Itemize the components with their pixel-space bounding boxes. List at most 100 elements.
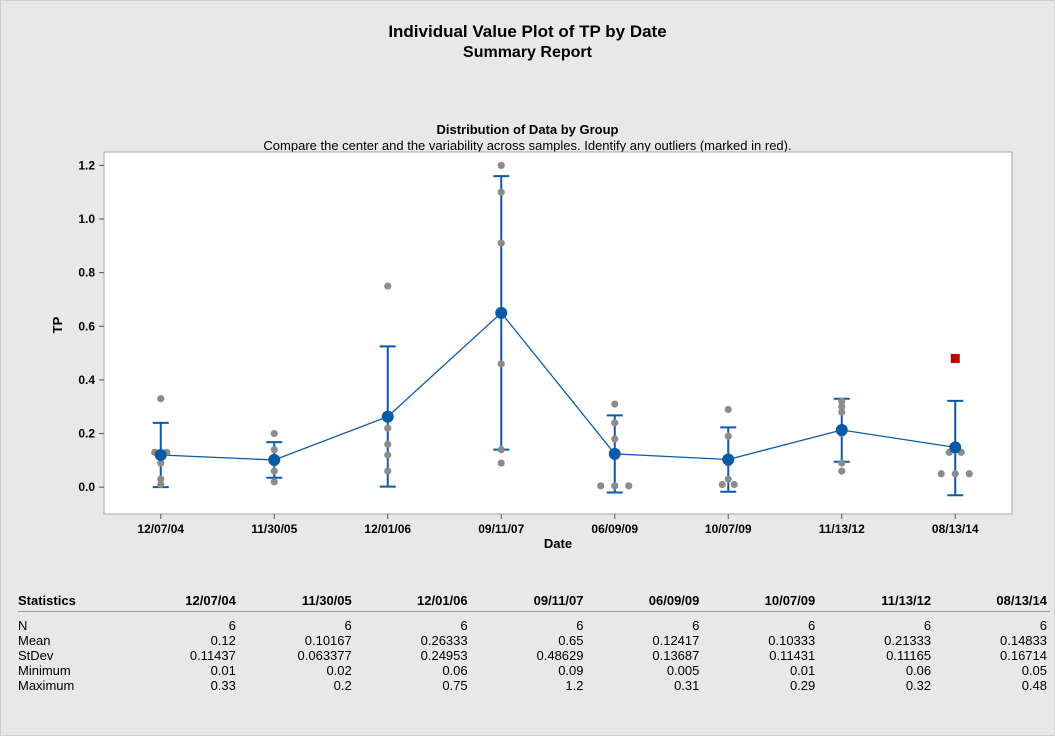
report-title: Individual Value Plot of TP by Date [388, 22, 667, 41]
data-point [951, 470, 959, 478]
table-cell: 0.11165 [886, 648, 932, 663]
column-header: 08/13/14 [934, 591, 1050, 612]
statistics-table: Statistics 12/07/04 11/30/05 12/01/06 09… [18, 591, 1050, 693]
y-tick-label: 0.0 [78, 480, 95, 494]
table-cell: 0.02 [326, 663, 352, 678]
y-tick-label: 1.0 [78, 212, 95, 226]
data-point [611, 400, 619, 408]
mean-connect-line [160, 311, 956, 461]
panel-heading: Distribution of Data by Group [436, 122, 619, 137]
table-cell: 0.05 [1021, 663, 1047, 678]
data-point [384, 424, 392, 432]
table-cell: 6 [576, 618, 584, 633]
table-cell: 0.14833 [1000, 633, 1047, 648]
table-cell: 1.2 [565, 678, 584, 693]
data-point [724, 432, 732, 440]
data-point [384, 282, 392, 290]
table-cell: 6 [692, 618, 700, 633]
table-cell: 0.12417 [652, 633, 700, 648]
row-label: N [18, 618, 28, 633]
table-cell: 6 [228, 618, 236, 633]
data-point [157, 395, 165, 403]
table-cell: 0.21333 [884, 633, 932, 648]
table-row: Minimum 0.01 0.02 0.06 0.09 0.005 0.01 0.06 0.05 [18, 663, 1050, 678]
report-subtitle: Summary Report [463, 44, 592, 61]
chart-marks [151, 161, 973, 497]
table-cell: 0.32 [905, 678, 932, 693]
table-cell: 0.31 [674, 678, 700, 693]
table-cell: 0.06 [905, 663, 932, 678]
table-cell: 6 [460, 618, 468, 633]
table-cell: 0.10167 [304, 633, 352, 648]
table-cell: 0.16714 [1000, 648, 1047, 663]
table-cell: 0.06 [442, 663, 468, 678]
data-point [157, 475, 165, 483]
data-point [157, 480, 165, 489]
data-point [730, 480, 738, 489]
data-point [838, 467, 846, 475]
data-point [611, 482, 619, 490]
table-cell: 0.13687 [652, 648, 700, 663]
table-cell: 0.01 [789, 663, 816, 678]
y-axis-label: TP [50, 316, 65, 333]
x-tick-label: 11/30/05 [251, 522, 297, 536]
data-point [497, 239, 505, 247]
data-point [724, 475, 732, 483]
data-point [718, 480, 726, 489]
column-header: 06/09/09 [586, 591, 703, 612]
table-cell: 0.48 [1021, 678, 1047, 693]
data-point [384, 440, 392, 448]
mean-point [268, 453, 281, 466]
y-tick-label: 0.4 [78, 373, 95, 387]
data-point [157, 459, 165, 467]
table-cell: 0.2 [333, 678, 352, 693]
table-row: Mean 0.12 0.10167 0.26333 0.65 0.12417 0.10333… [18, 633, 1050, 648]
column-header: 09/11/07 [470, 591, 587, 612]
data-point [838, 397, 846, 405]
data-point [497, 188, 505, 196]
x-tick-label: 06/09/09 [591, 522, 638, 536]
table-cell: 6 [923, 618, 932, 633]
data-point [384, 467, 392, 475]
data-point [270, 429, 278, 438]
table-cell: 6 [1039, 618, 1047, 633]
y-tick-label: 0.6 [78, 319, 95, 333]
table-cell: 0.12 [210, 633, 236, 648]
axes: 0.0 0.2 0.4 0.6 0.8 1.0 1.2 12/07/04 11/30/05 12/… [78, 158, 979, 536]
data-point [497, 459, 505, 467]
x-axis-label: Date [544, 536, 572, 551]
column-header: 11/13/12 [818, 591, 935, 612]
table-cell: 0.24953 [420, 648, 468, 663]
y-tick-label: 0.2 [78, 427, 95, 441]
data-point [838, 403, 846, 411]
x-tick-label: 12/01/06 [364, 522, 411, 536]
mean-point [835, 423, 848, 436]
mean-point [154, 449, 167, 462]
individual-value-plot: 0.0 0.2 0.4 0.6 0.8 1.0 1.2 12/07/04 11/30/05 12/… [50, 151, 1013, 551]
table-row: StDev 0.11437 0.063377 0.24953 0.48629 0.1368… [18, 648, 1050, 663]
data-point [937, 470, 945, 478]
data-point [611, 435, 619, 443]
data-point [497, 360, 505, 368]
x-tick-label: 12/07/04 [137, 522, 184, 536]
column-header: 12/01/06 [354, 591, 471, 612]
column-header: 11/30/05 [238, 591, 355, 612]
table-cell: 0.11431 [769, 648, 816, 663]
table-cell: 0.48629 [536, 648, 584, 663]
panel-instruction: Compare the center and the variability a… [263, 138, 792, 153]
x-tick-label: 10/07/09 [705, 522, 752, 536]
mean-point [608, 447, 621, 460]
statistics-header-label: Statistics [18, 591, 123, 612]
mean-point [495, 306, 508, 319]
table-cell: 0.063377 [297, 648, 352, 663]
table-cell: 0.33 [210, 678, 236, 693]
table-cell: 0.65 [558, 633, 584, 648]
row-label: StDev [18, 648, 54, 663]
table-cell: 0.01 [210, 663, 236, 678]
data-point [270, 446, 278, 454]
x-tick-label: 11/13/12 [819, 522, 865, 536]
data-point [611, 419, 619, 427]
table-row: Maximum 0.33 0.2 0.75 1.2 0.31 0.29 0.32 0.48 [18, 678, 1050, 693]
table-cell: 0.75 [442, 678, 468, 693]
data-point [838, 459, 846, 467]
